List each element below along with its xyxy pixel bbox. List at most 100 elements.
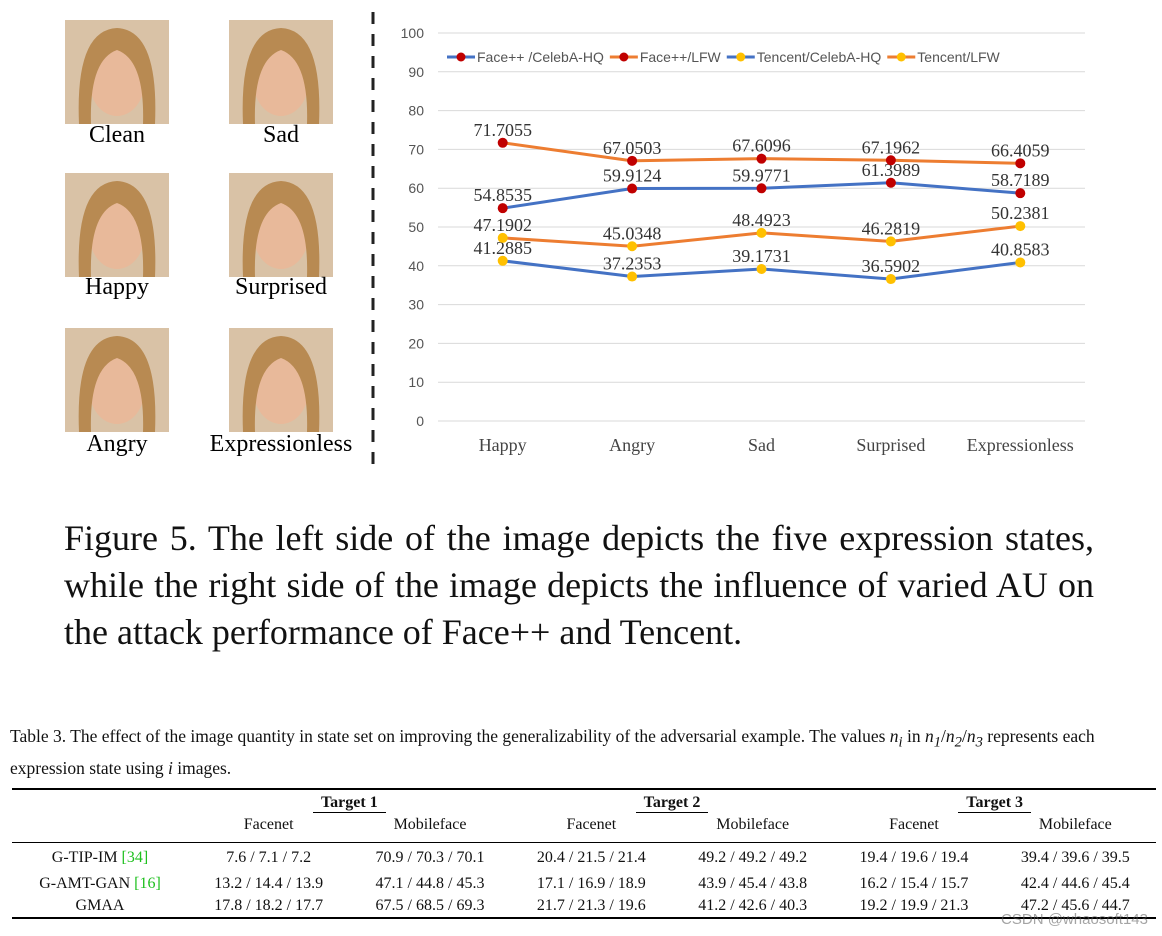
data-point: [756, 264, 767, 275]
cell: 42.4 / 44.6 / 45.4: [1020, 874, 1130, 892]
group-label: Target 2: [635, 794, 709, 813]
watermark: CSDN @whaosoft143: [1001, 911, 1148, 928]
figure: Clean Sad Happy Surprised Angry Expressionles…: [65, 12, 1085, 465]
legend-label: Tencent/CelebA-HQ: [757, 49, 882, 65]
data-point: [627, 271, 638, 282]
corner: [12, 816, 188, 843]
math: n: [889, 726, 899, 746]
subheader: Mobileface: [349, 816, 511, 843]
data-point: [497, 232, 508, 243]
x-tick-label: Surprised: [856, 435, 925, 455]
y-tick-label: 10: [408, 374, 424, 390]
data-point: [627, 241, 638, 252]
value-label: 67.6096: [732, 136, 791, 156]
row-label: G-AMT-GAN [16]: [12, 873, 188, 895]
cell: 49.2 / 49.2 / 49.2: [698, 848, 808, 866]
legend-marker: [456, 52, 466, 62]
math: i: [167, 757, 173, 778]
y-tick-label: 70: [408, 141, 424, 157]
face-label: Happy: [85, 274, 149, 300]
caption-text: Table 3. The effect of the image quantit…: [10, 726, 890, 746]
data-point: [627, 155, 638, 166]
caption-text: images.: [172, 757, 232, 778]
subheader: Mobileface: [994, 816, 1156, 843]
legend-label: Tencent/LFW: [917, 49, 1000, 65]
value-label: 61.3989: [862, 160, 921, 180]
data-point: [1015, 158, 1026, 169]
cell: 21.7 / 21.3 / 19.6: [510, 894, 672, 919]
group-label: Target 1: [312, 794, 386, 813]
x-tick-label: Happy: [479, 435, 527, 455]
y-tick-label: 0: [416, 413, 424, 429]
group-header: Target 1: [188, 788, 511, 816]
cell: 19.2 / 19.9 / 21.3: [833, 894, 995, 919]
value-label: 36.5902: [862, 256, 921, 276]
table-row: G-AMT-GAN [16] 13.2 / 14.4 / 13.9 47.1 / 4…: [12, 873, 1156, 895]
data-point: [885, 236, 896, 247]
data-point: [1015, 257, 1026, 268]
y-tick-label: 20: [408, 335, 424, 351]
value-label: 59.9771: [732, 165, 791, 185]
math: n: [966, 726, 976, 746]
method-name: G-AMT-GAN: [39, 874, 131, 892]
cell: 7.6 / 7.1 / 7.2: [226, 848, 312, 866]
value-label: 45.0348: [603, 223, 662, 243]
cell: 47.1 / 44.8 / 45.3: [375, 874, 485, 892]
legend-marker: [736, 52, 746, 62]
caption-text: /: [961, 726, 967, 746]
cell: 13.2 / 14.4 / 13.9: [214, 874, 324, 892]
value-label: 67.1962: [862, 137, 921, 157]
citation: [34]: [121, 848, 149, 866]
legend-label: Face++ /CelebA-HQ: [477, 49, 604, 65]
y-tick-label: 50: [408, 219, 424, 235]
citation: [16]: [134, 874, 161, 892]
value-label: 59.9124: [603, 166, 662, 186]
math: 3: [975, 734, 983, 751]
y-tick-label: 90: [408, 64, 424, 80]
caption-text: /: [941, 726, 946, 746]
cell: 39.4 / 39.6 / 39.5: [1020, 848, 1130, 866]
x-tick-label: Expressionless: [967, 435, 1074, 455]
data-point: [497, 255, 508, 266]
value-label: 40.8583: [991, 239, 1050, 259]
face-images: [65, 20, 333, 432]
cell: 20.4 / 21.5 / 21.4: [536, 848, 646, 866]
cell: 70.9 / 70.3 / 70.1: [375, 848, 485, 866]
cell: 43.9 / 45.4 / 43.8: [698, 874, 808, 892]
math: n: [924, 726, 934, 746]
subheader-row: Facenet Mobileface Facenet Mobileface Facene…: [12, 816, 1156, 843]
y-tick-label: 80: [408, 103, 424, 119]
legend-marker: [896, 52, 906, 62]
data-point: [756, 153, 767, 164]
results-table: Target 1 Target 2 Target 3 Facenet Mobilefac…: [12, 788, 1156, 919]
data-point: [497, 203, 508, 214]
row-label: G-TIP-IM [34]: [12, 843, 188, 873]
subheader: Mobileface: [671, 816, 834, 843]
subheader: Facenet: [833, 816, 995, 843]
data-point: [756, 227, 767, 238]
face-label: Expressionless: [210, 431, 353, 457]
value-label: 37.2353: [603, 254, 662, 274]
cell: 67.5 / 68.5 / 69.3: [349, 894, 511, 919]
y-tick-label: 100: [401, 25, 425, 41]
cell: 47.2 / 45.6 / 44.7: [994, 894, 1156, 919]
value-label: 39.1731: [732, 246, 791, 266]
table-caption: Table 3. The effect of the image quantit…: [10, 724, 1160, 781]
value-label: 71.7055: [473, 120, 532, 140]
legend-label: Face++/LFW: [640, 49, 722, 65]
value-label: 54.8535: [473, 185, 532, 205]
group-header: Target 3: [833, 788, 1156, 816]
data-point: [627, 183, 638, 194]
x-tick-label: Angry: [609, 435, 655, 455]
value-label: 50.2381: [991, 203, 1050, 223]
subheader: Facenet: [188, 816, 350, 843]
table-row: GMAA 17.8 / 18.2 / 17.7 67.5 / 68.5 / 69.3…: [12, 894, 1156, 919]
group-header: Target 2: [510, 788, 834, 816]
cell: 41.2 / 42.6 / 40.3: [671, 894, 834, 919]
value-label: 67.0503: [603, 138, 662, 158]
caption-text: represents each expression state using: [10, 726, 1095, 778]
y-tick-label: 40: [408, 258, 424, 274]
face-label: Sad: [263, 122, 299, 148]
data-point: [497, 137, 508, 148]
